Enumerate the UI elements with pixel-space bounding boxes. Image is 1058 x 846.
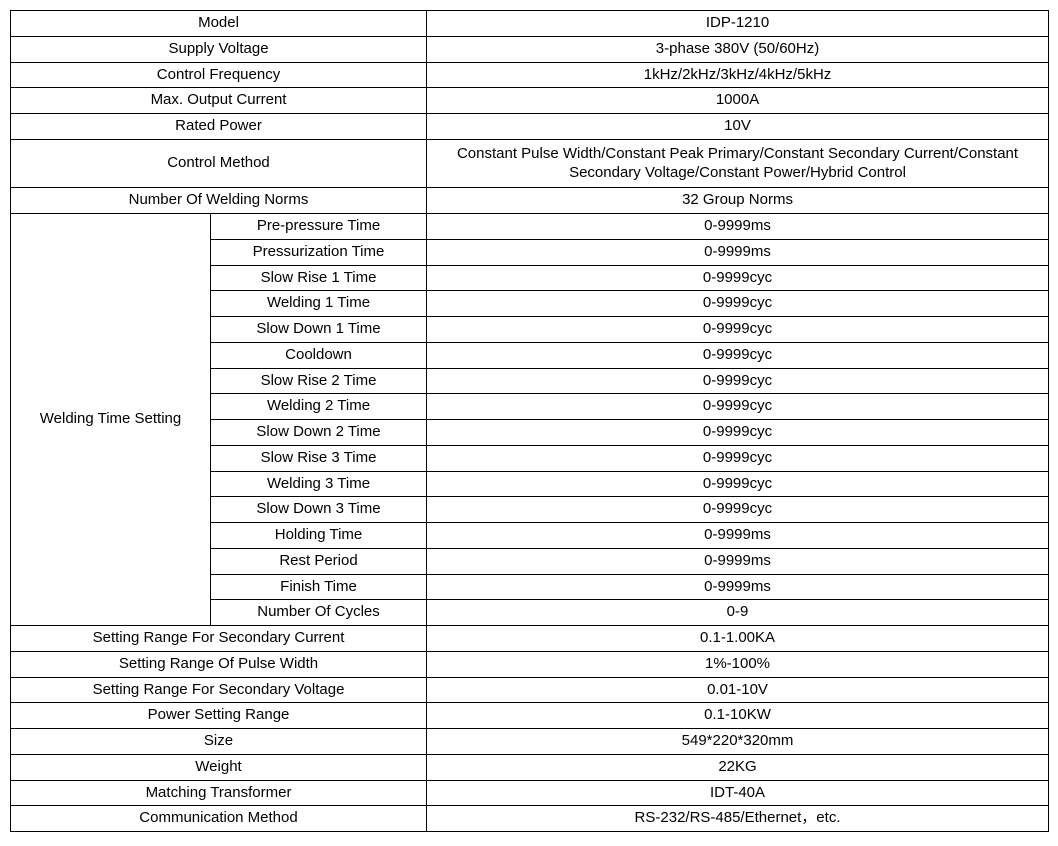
spec-value: 549*220*320mm bbox=[427, 729, 1049, 755]
spec-value: 0-9999cyc bbox=[427, 445, 1049, 471]
spec-label: Setting Range For Secondary Voltage bbox=[11, 677, 427, 703]
spec-sublabel: Welding 1 Time bbox=[211, 291, 427, 317]
table-row: Setting Range Of Pulse Width1%-100% bbox=[11, 651, 1049, 677]
spec-sublabel: Finish Time bbox=[211, 574, 427, 600]
spec-label: Control Frequency bbox=[11, 62, 427, 88]
spec-table: ModelIDP-1210Supply Voltage3-phase 380V … bbox=[10, 10, 1049, 832]
spec-value: 1000A bbox=[427, 88, 1049, 114]
spec-sublabel: Holding Time bbox=[211, 523, 427, 549]
spec-value: 0.1-1.00KA bbox=[427, 626, 1049, 652]
spec-value: 0-9999cyc bbox=[427, 420, 1049, 446]
spec-value: 0-9999ms bbox=[427, 214, 1049, 240]
spec-sublabel: Slow Rise 2 Time bbox=[211, 368, 427, 394]
table-row: Power Setting Range0.1-10KW bbox=[11, 703, 1049, 729]
spec-label: Power Setting Range bbox=[11, 703, 427, 729]
spec-label: Number Of Welding Norms bbox=[11, 188, 427, 214]
spec-label: Setting Range For Secondary Current bbox=[11, 626, 427, 652]
spec-value: 0-9999ms bbox=[427, 239, 1049, 265]
spec-value: 0-9999cyc bbox=[427, 291, 1049, 317]
spec-sublabel: Slow Down 3 Time bbox=[211, 497, 427, 523]
spec-sublabel: Welding 3 Time bbox=[211, 471, 427, 497]
spec-sublabel: Slow Down 2 Time bbox=[211, 420, 427, 446]
spec-sublabel: Cooldown bbox=[211, 342, 427, 368]
spec-label: Communication Method bbox=[11, 806, 427, 832]
table-row: Control MethodConstant Pulse Width/Const… bbox=[11, 139, 1049, 188]
spec-value: 22KG bbox=[427, 754, 1049, 780]
spec-sublabel: Slow Rise 3 Time bbox=[211, 445, 427, 471]
spec-label: Supply Voltage bbox=[11, 36, 427, 62]
spec-value: 0-9999cyc bbox=[427, 394, 1049, 420]
spec-sublabel: Slow Rise 1 Time bbox=[211, 265, 427, 291]
spec-sublabel: Slow Down 1 Time bbox=[211, 317, 427, 343]
table-row: Setting Range For Secondary Voltage0.01-… bbox=[11, 677, 1049, 703]
spec-value: 0-9999cyc bbox=[427, 265, 1049, 291]
table-row: ModelIDP-1210 bbox=[11, 11, 1049, 37]
table-row: Setting Range For Secondary Current0.1-1… bbox=[11, 626, 1049, 652]
table-row: Control Frequency1kHz/2kHz/3kHz/4kHz/5kH… bbox=[11, 62, 1049, 88]
spec-value: 0-9999cyc bbox=[427, 368, 1049, 394]
spec-value: Constant Pulse Width/Constant Peak Prima… bbox=[427, 139, 1049, 188]
spec-label: Matching Transformer bbox=[11, 780, 427, 806]
spec-value: 0.01-10V bbox=[427, 677, 1049, 703]
spec-value: RS-232/RS-485/Ethernet，etc. bbox=[427, 806, 1049, 832]
table-row: Rated Power10V bbox=[11, 114, 1049, 140]
spec-value: 10V bbox=[427, 114, 1049, 140]
welding-time-setting-header: Welding Time Setting bbox=[11, 214, 211, 626]
table-row: Communication MethodRS-232/RS-485/Ethern… bbox=[11, 806, 1049, 832]
spec-label: Max. Output Current bbox=[11, 88, 427, 114]
spec-value: 0-9999cyc bbox=[427, 471, 1049, 497]
table-row: Number Of Welding Norms32 Group Norms bbox=[11, 188, 1049, 214]
spec-sublabel: Rest Period bbox=[211, 548, 427, 574]
spec-label: Weight bbox=[11, 754, 427, 780]
spec-value: 0-9 bbox=[427, 600, 1049, 626]
table-row: Max. Output Current1000A bbox=[11, 88, 1049, 114]
spec-sublabel: Number Of Cycles bbox=[211, 600, 427, 626]
spec-label: Size bbox=[11, 729, 427, 755]
spec-value: 3-phase 380V (50/60Hz) bbox=[427, 36, 1049, 62]
table-row: Welding Time SettingPre-pressure Time0-9… bbox=[11, 214, 1049, 240]
spec-label: Setting Range Of Pulse Width bbox=[11, 651, 427, 677]
spec-value: 32 Group Norms bbox=[427, 188, 1049, 214]
table-row: Supply Voltage3-phase 380V (50/60Hz) bbox=[11, 36, 1049, 62]
spec-value: 0-9999ms bbox=[427, 574, 1049, 600]
spec-value: 1kHz/2kHz/3kHz/4kHz/5kHz bbox=[427, 62, 1049, 88]
table-row: Matching TransformerIDT-40A bbox=[11, 780, 1049, 806]
table-row: Weight22KG bbox=[11, 754, 1049, 780]
spec-value: IDP-1210 bbox=[427, 11, 1049, 37]
spec-value: 0-9999ms bbox=[427, 523, 1049, 549]
spec-sublabel: Welding 2 Time bbox=[211, 394, 427, 420]
spec-label: Model bbox=[11, 11, 427, 37]
spec-value: 0.1-10KW bbox=[427, 703, 1049, 729]
spec-value: 0-9999cyc bbox=[427, 342, 1049, 368]
spec-value: 1%-100% bbox=[427, 651, 1049, 677]
spec-value: 0-9999ms bbox=[427, 548, 1049, 574]
spec-value: 0-9999cyc bbox=[427, 497, 1049, 523]
spec-sublabel: Pressurization Time bbox=[211, 239, 427, 265]
spec-value: IDT-40A bbox=[427, 780, 1049, 806]
spec-label: Control Method bbox=[11, 139, 427, 188]
spec-value: 0-9999cyc bbox=[427, 317, 1049, 343]
spec-label: Rated Power bbox=[11, 114, 427, 140]
spec-sublabel: Pre-pressure Time bbox=[211, 214, 427, 240]
table-row: Size549*220*320mm bbox=[11, 729, 1049, 755]
